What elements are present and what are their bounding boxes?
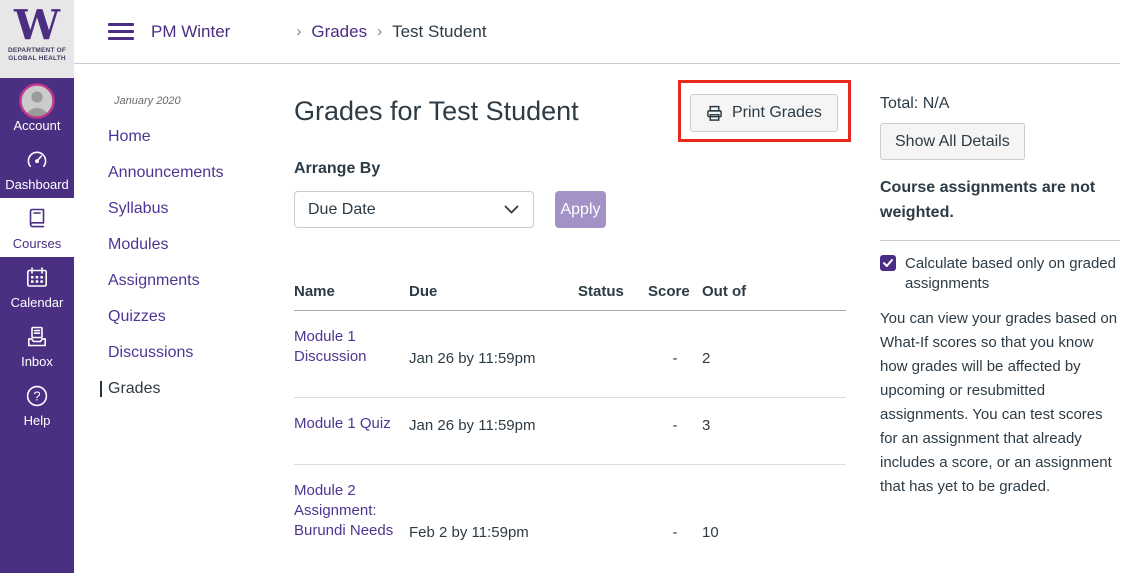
assignment-link[interactable]: Module 2 Assignment: Burundi Needs <box>294 482 394 539</box>
help-question-icon: ? <box>0 382 74 410</box>
checkbox-label: Calculate based only on graded assignmen… <box>905 255 1116 292</box>
assignment-link[interactable]: Module 1 Discussion <box>294 328 367 365</box>
show-all-details-button[interactable]: Show All Details <box>880 123 1025 160</box>
course-nav-item-syllabus[interactable]: Syllabus <box>108 200 169 217</box>
course-nav-item-home[interactable]: Home <box>108 128 151 145</box>
checkbox-checked-icon[interactable] <box>880 255 896 271</box>
term-label: January 2020 <box>114 95 181 107</box>
weighting-note: Course assignments are not weighted. <box>880 179 1096 221</box>
global-nav-sidebar: W DEPARTMENT OF GLOBAL HEALTH Account <box>0 0 74 573</box>
course-nav-item-assignments[interactable]: Assignments <box>108 272 200 289</box>
graded-only-checkbox-row[interactable]: Calculate based only on graded assignmen… <box>880 254 1120 294</box>
user-avatar-icon <box>0 83 74 119</box>
page-title: Grades for Test Student <box>294 96 579 126</box>
score-cell: - <box>672 524 678 541</box>
arrange-by-selected-value: Due Date <box>308 200 376 218</box>
course-nav-item-announcements[interactable]: Announcements <box>108 164 224 181</box>
status-cell <box>578 310 648 398</box>
breadcrumb: › Grades › Test Student <box>286 22 486 42</box>
print-grades-button[interactable]: Print Grades <box>690 94 838 132</box>
column-header-status: Status <box>578 283 648 311</box>
due-cell: Jan 26 by 11:59pm <box>409 397 578 465</box>
column-header-name: Name <box>294 283 409 311</box>
logo-text-line1: DEPARTMENT OF <box>7 47 67 54</box>
what-if-help-text: You can view your grades based on What-I… <box>880 310 1118 495</box>
breadcrumb-grades-link[interactable]: Grades <box>311 21 368 41</box>
breadcrumb-bar: PM Winter › Grades › Test Student <box>74 0 1120 64</box>
sidebar-item-label: Calendar <box>10 295 64 310</box>
total-grade: Total: N/A <box>880 95 950 112</box>
outof-cell: 3 <box>702 397 846 465</box>
breadcrumb-current: Test Student <box>392 21 487 41</box>
outof-cell: 10 <box>702 524 719 541</box>
page-area: PM Winter › Grades › Test Student Januar… <box>74 0 1143 573</box>
table-row: Module 1 Quiz Jan 26 by 11:59pm - 3 <box>294 397 846 465</box>
score-cell: - <box>648 310 702 398</box>
score-cell: - <box>648 397 702 465</box>
sidebar-item-label: Courses <box>12 236 62 251</box>
course-nav: January 2020 Home Announcements Syllabus… <box>100 64 280 573</box>
status-cell <box>578 465 648 572</box>
due-cell: Feb 2 by 11:59pm <box>409 524 529 541</box>
table-row: Module 1 Discussion Jan 26 by 11:59pm - … <box>294 310 846 398</box>
chevron-down-icon <box>504 205 519 214</box>
course-nav-item-modules[interactable]: Modules <box>108 236 169 253</box>
inbox-icon <box>0 323 74 351</box>
assignment-link[interactable]: Module 1 Quiz <box>294 415 391 432</box>
sidebar-item-label: Account <box>13 118 61 133</box>
divider <box>880 240 1120 241</box>
content-area: January 2020 Home Announcements Syllabus… <box>74 64 1143 573</box>
column-header-score: Score <box>648 283 702 311</box>
outof-cell: 2 <box>702 310 846 398</box>
arrange-controls: Due Date Apply <box>294 191 846 228</box>
print-grades-label: Print Grades <box>732 104 822 121</box>
course-nav-item-grades[interactable]: Grades <box>100 381 280 397</box>
sidebar-item-label: Help <box>23 413 51 428</box>
svg-text:?: ? <box>33 389 40 404</box>
courses-book-icon <box>0 205 74 233</box>
grade-summary-panel: Total: N/A Show All Details Course assig… <box>880 64 1120 573</box>
institution-logo[interactable]: W DEPARTMENT OF GLOBAL HEALTH <box>0 0 74 78</box>
table-row: Module 2 Assignment: Burundi Needs Feb 2… <box>294 465 846 572</box>
table-header-row: Name Due Status Score Out of <box>294 283 846 311</box>
dashboard-gauge-icon <box>0 146 74 174</box>
arrange-by-select[interactable]: Due Date <box>294 191 534 228</box>
grades-table: Name Due Status Score Out of Module 1 Di… <box>294 283 846 571</box>
sidebar-item-help[interactable]: ? Help <box>0 375 74 434</box>
sidebar-item-dashboard[interactable]: Dashboard <box>0 139 74 198</box>
breadcrumb-separator: › <box>296 23 302 40</box>
sidebar-item-label: Dashboard <box>5 177 69 192</box>
sidebar-item-account[interactable]: Account <box>0 78 74 139</box>
course-nav-item-quizzes[interactable]: Quizzes <box>108 308 166 325</box>
course-nav-item-discussions[interactable]: Discussions <box>108 344 194 361</box>
logo-text-line2: GLOBAL HEALTH <box>8 55 66 62</box>
sidebar-item-inbox[interactable]: Inbox <box>0 316 74 375</box>
calendar-icon <box>0 264 74 292</box>
sidebar-item-courses[interactable]: Courses <box>0 198 74 257</box>
sidebar-item-calendar[interactable]: Calendar <box>0 257 74 316</box>
uw-logo-w: W <box>13 1 61 49</box>
breadcrumb-course-link[interactable]: PM Winter <box>151 21 231 41</box>
hamburger-menu-icon[interactable] <box>108 23 134 40</box>
main-content: Grades for Test Student Print Grades Arr… <box>294 64 851 573</box>
apply-button[interactable]: Apply <box>555 191 606 228</box>
column-header-due: Due <box>409 283 578 311</box>
column-header-outof: Out of <box>702 283 846 311</box>
printer-icon <box>706 105 723 122</box>
status-cell <box>578 397 648 465</box>
sidebar-item-label: Inbox <box>21 354 53 369</box>
due-cell: Jan 26 by 11:59pm <box>409 310 578 398</box>
arrange-by-label: Arrange By <box>294 160 381 177</box>
breadcrumb-separator: › <box>377 23 383 40</box>
